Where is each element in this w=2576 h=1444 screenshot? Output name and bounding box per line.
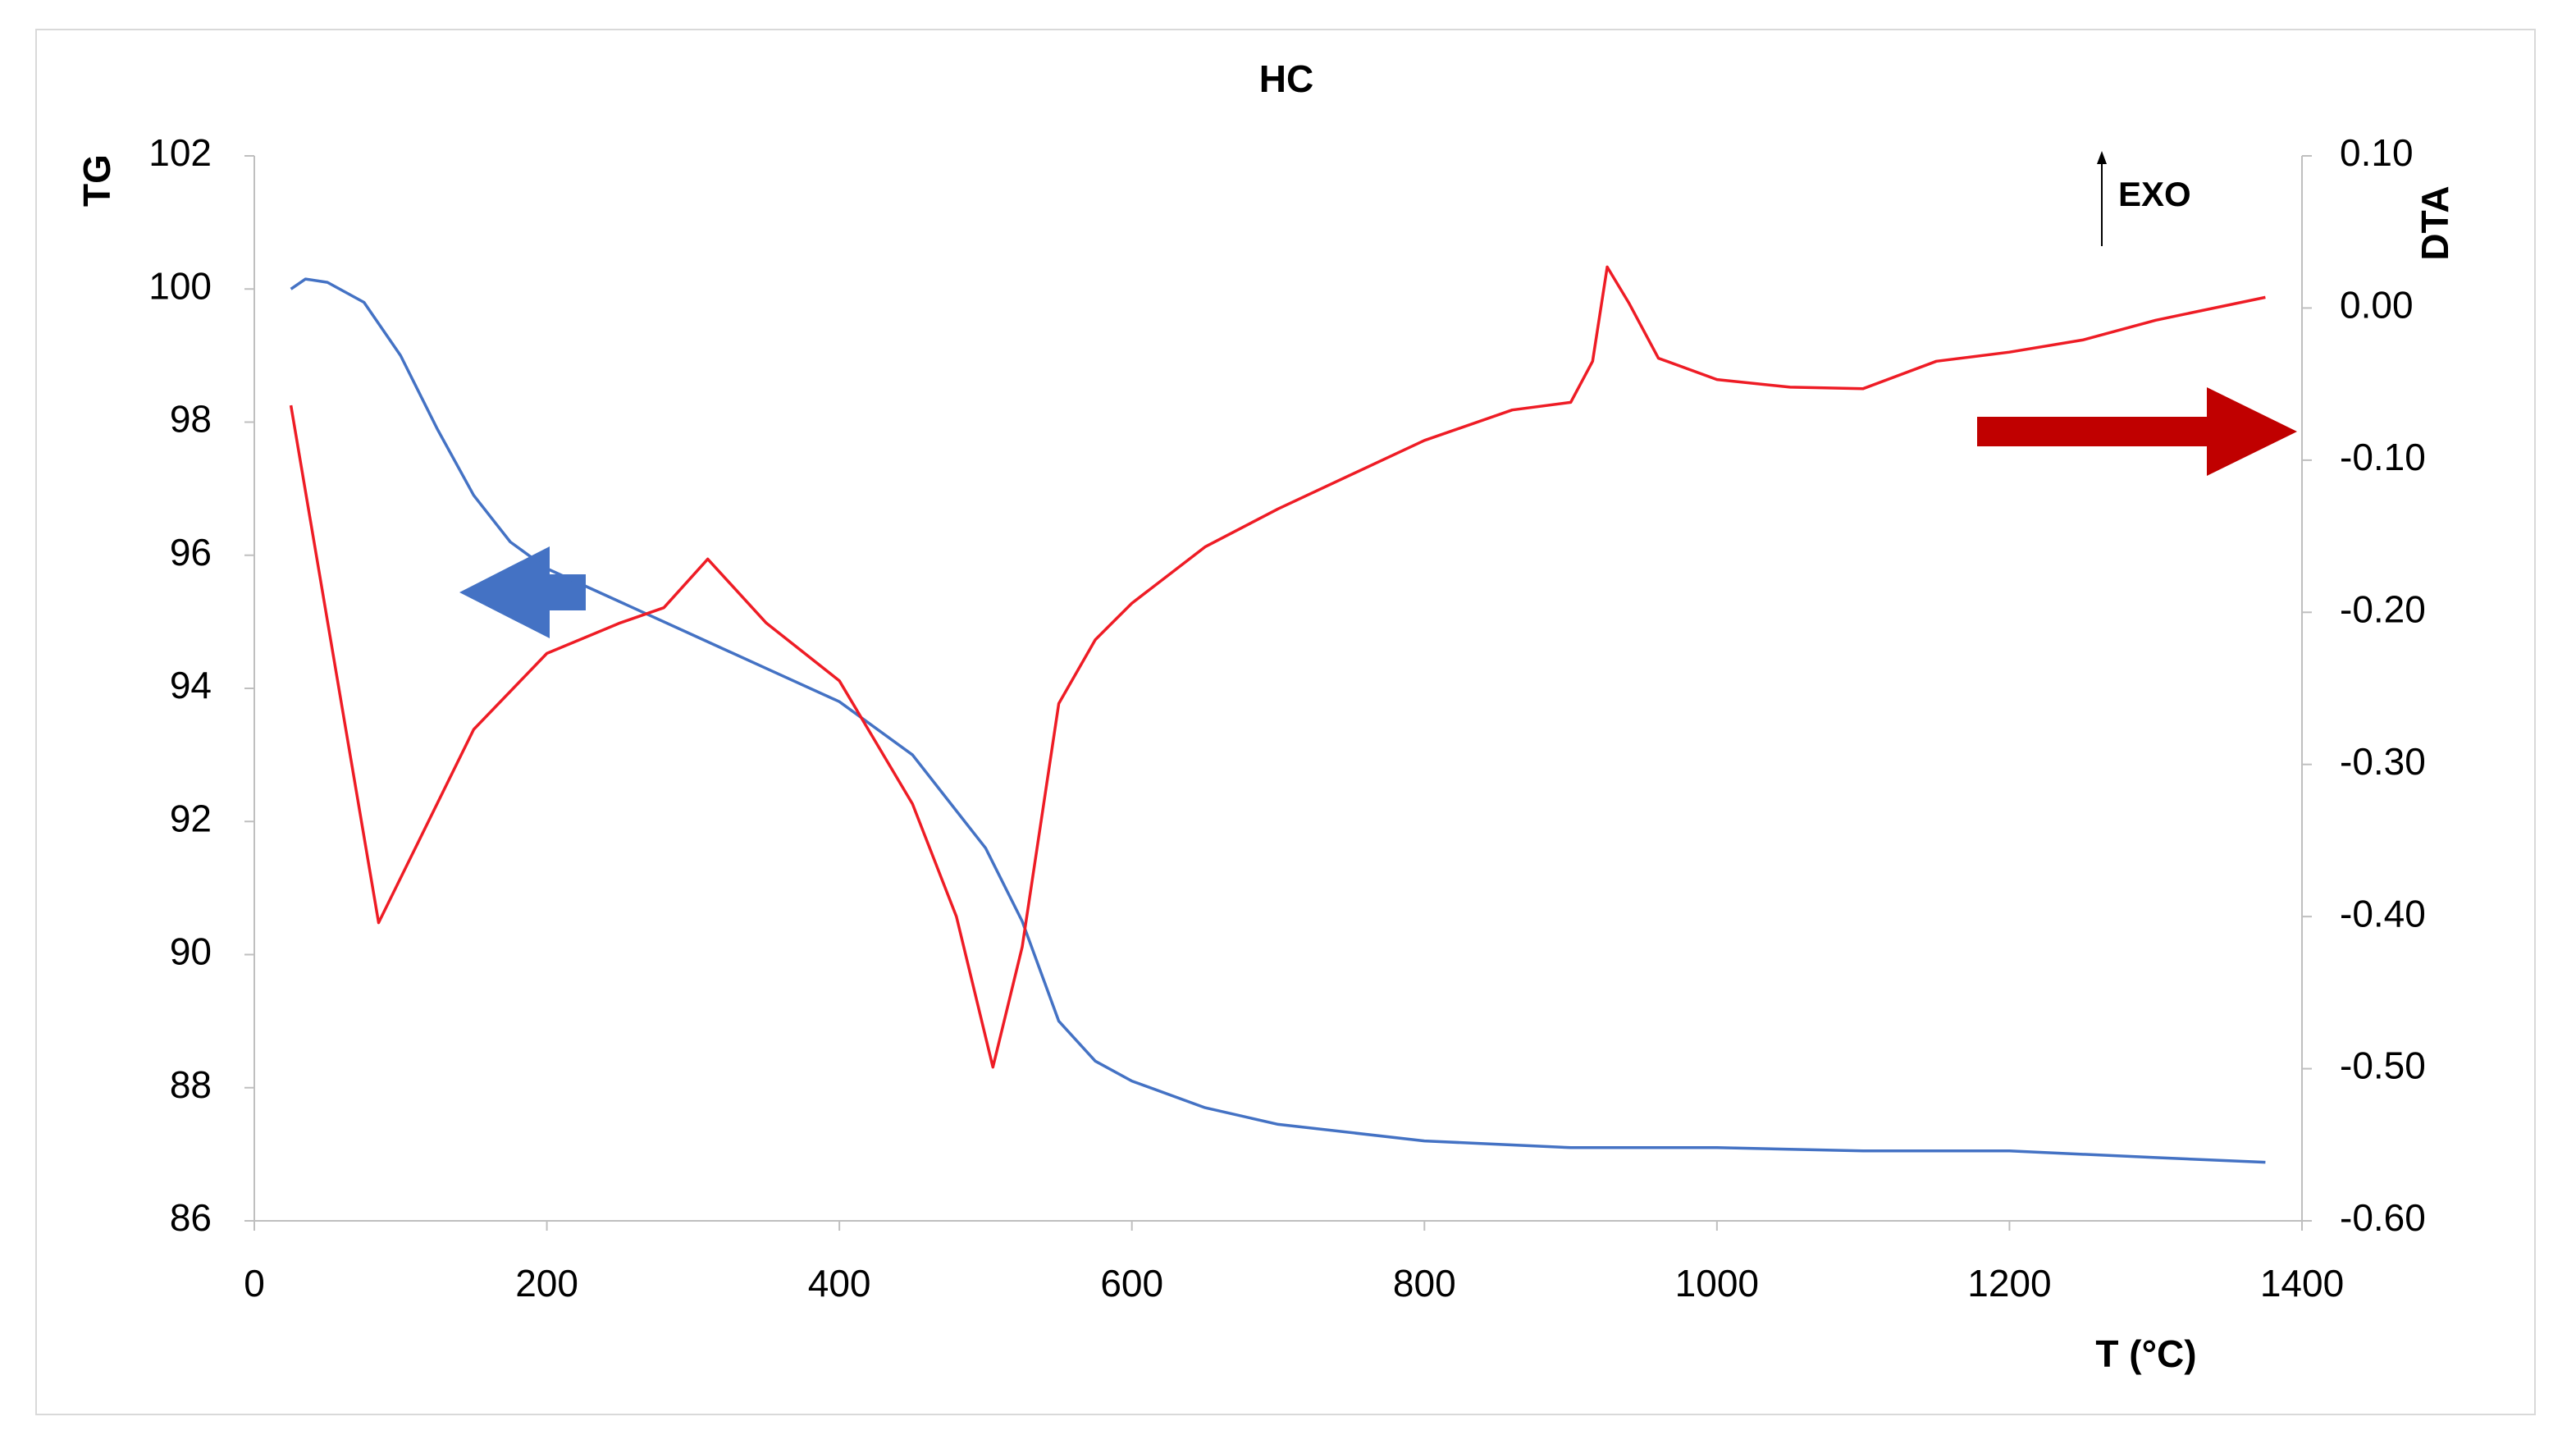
dta-axis-arrow <box>1977 387 2297 476</box>
y2-tick-label: -0.20 <box>2340 587 2426 630</box>
x-tick-label: 800 <box>1393 1262 1456 1305</box>
y-tick-label: 90 <box>170 930 212 973</box>
data-line <box>289 265 2266 1069</box>
x-axis-label: T (°C) <box>2095 1332 2196 1375</box>
chart-title: HC <box>1259 57 1313 100</box>
x-tick-label: 1400 <box>2260 1262 2344 1305</box>
y2-tick-label: -0.40 <box>2340 892 2426 934</box>
y-tick-label: 98 <box>170 398 212 441</box>
exo-arrow-head <box>2097 151 2107 164</box>
y2-tick-label: -0.50 <box>2340 1044 2426 1087</box>
data-line <box>290 277 2266 1164</box>
y-tick-label: 86 <box>170 1196 212 1239</box>
y2-tick-label: -0.10 <box>2340 436 2426 478</box>
y-axis-label: TG <box>75 154 118 207</box>
y2-axis-label: DTA <box>2414 185 2456 260</box>
y2-tick-label: -0.60 <box>2340 1196 2426 1239</box>
y-tick-label: 94 <box>170 664 212 706</box>
y-tick-label: 92 <box>170 797 212 839</box>
x-tick-label: 0 <box>244 1262 265 1305</box>
y2-tick-label: 0.10 <box>2340 131 2414 174</box>
x-tick-label: 1200 <box>1967 1262 2051 1305</box>
chart-frame <box>35 29 2536 1415</box>
x-tick-label: 200 <box>515 1262 578 1305</box>
annotation: EXO <box>2118 175 2191 213</box>
y-tick-label: 102 <box>148 131 212 174</box>
y2-tick-label: 0.00 <box>2340 284 2414 327</box>
y2-tick-label: -0.30 <box>2340 740 2426 783</box>
x-tick-label: 600 <box>1100 1262 1163 1305</box>
y-tick-label: 96 <box>170 531 212 573</box>
x-tick-label: 400 <box>808 1262 871 1305</box>
y-tick-label: 100 <box>148 264 212 307</box>
y-tick-label: 88 <box>170 1063 212 1106</box>
x-tick-label: 1000 <box>1675 1262 1759 1305</box>
tg-axis-arrow <box>459 546 586 638</box>
